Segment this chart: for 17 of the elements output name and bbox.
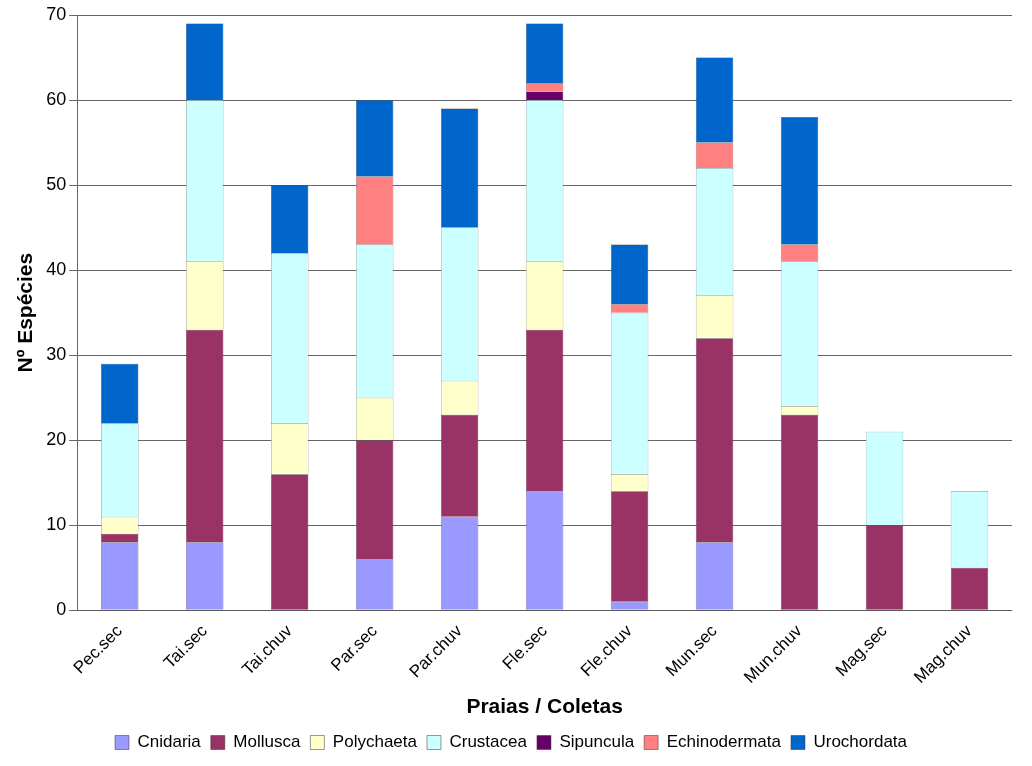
legend-label: Cnidaria bbox=[137, 732, 202, 752]
x-axis-title: Praias / Coletas bbox=[466, 694, 623, 718]
y-tick-label: 70 bbox=[46, 3, 67, 24]
y-tick-label: 20 bbox=[46, 429, 67, 450]
y-axis-title: Nº Espécies bbox=[13, 252, 37, 373]
y-tick-label: 0 bbox=[56, 599, 67, 620]
legend-label: Sipuncula bbox=[559, 732, 635, 752]
legend-label: Mollusca bbox=[233, 732, 301, 752]
legend-label: Echinodermata bbox=[666, 732, 782, 752]
legend-label: Urochordata bbox=[813, 732, 908, 752]
y-tick-label: 60 bbox=[46, 89, 67, 110]
y-tick-label: 10 bbox=[46, 514, 67, 535]
y-tick-label: 50 bbox=[46, 174, 67, 195]
y-tick-label: 30 bbox=[46, 344, 67, 365]
legend-label: Polychaeta bbox=[332, 732, 418, 752]
legend-label: Crustacea bbox=[449, 732, 528, 752]
y-tick-label: 40 bbox=[46, 259, 67, 280]
